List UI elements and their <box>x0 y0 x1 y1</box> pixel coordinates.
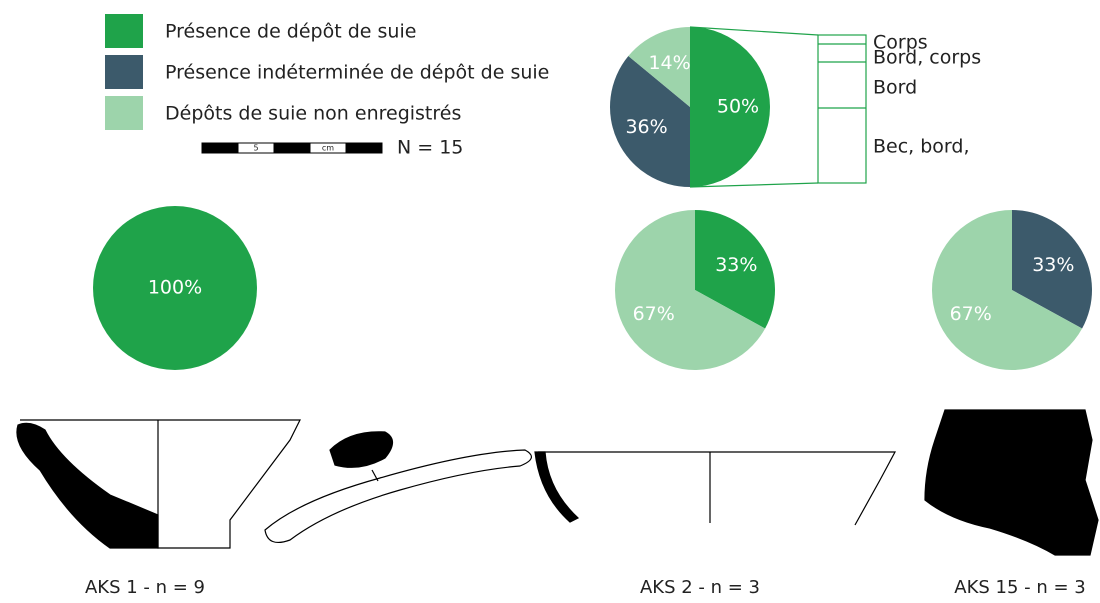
data-label: 33% <box>715 254 757 276</box>
legend-swatch <box>105 55 143 89</box>
pie-slice <box>931 210 1083 370</box>
scale-label: cm <box>322 144 334 153</box>
legend-swatch <box>105 14 143 48</box>
pie-slice <box>690 27 770 187</box>
pie-slice <box>610 56 690 188</box>
data-label: 33% <box>1032 254 1074 276</box>
data-label: 100% <box>148 277 202 299</box>
legend-label: Présence indéterminée de dépôt de suie <box>165 62 549 84</box>
data-label: 67% <box>633 303 675 325</box>
data-label: 50% <box>717 96 759 118</box>
data-label: 14% <box>648 52 690 74</box>
breakdown-label: Bord <box>873 77 917 99</box>
pie-slice <box>695 210 775 329</box>
breakdown-box <box>817 34 867 184</box>
pottery-drawings <box>16 409 1099 556</box>
scale-label: 5 <box>253 144 258 153</box>
data-label: 36% <box>625 116 667 138</box>
pie-slice <box>615 210 766 370</box>
data-label: 67% <box>950 303 992 325</box>
pie-slice <box>93 206 257 370</box>
breakdown-label: Bec, bord, <box>873 136 970 158</box>
pie-slice <box>1012 210 1092 329</box>
pie-title: AKS 1 - n = 9 <box>85 577 205 598</box>
pie-title: AKS 15 - n = 3 <box>954 577 1086 598</box>
pie-slice <box>628 27 690 107</box>
sample-size: N = 15 <box>397 137 463 159</box>
scale-segment <box>201 142 239 154</box>
connector <box>689 26 819 36</box>
legend-label: Dépôts de suie non enregistrés <box>165 103 461 125</box>
legend-swatch <box>105 96 143 130</box>
scale-segment <box>273 142 311 154</box>
connector <box>689 182 819 188</box>
breakdown-label: Corps <box>873 32 928 54</box>
scale-segment <box>345 142 383 154</box>
legend-label: Présence de dépôt de suie <box>165 21 416 43</box>
breakdown-label: Bord, corps <box>873 47 981 69</box>
pie-title: AKS 2 - n = 3 <box>640 577 760 598</box>
